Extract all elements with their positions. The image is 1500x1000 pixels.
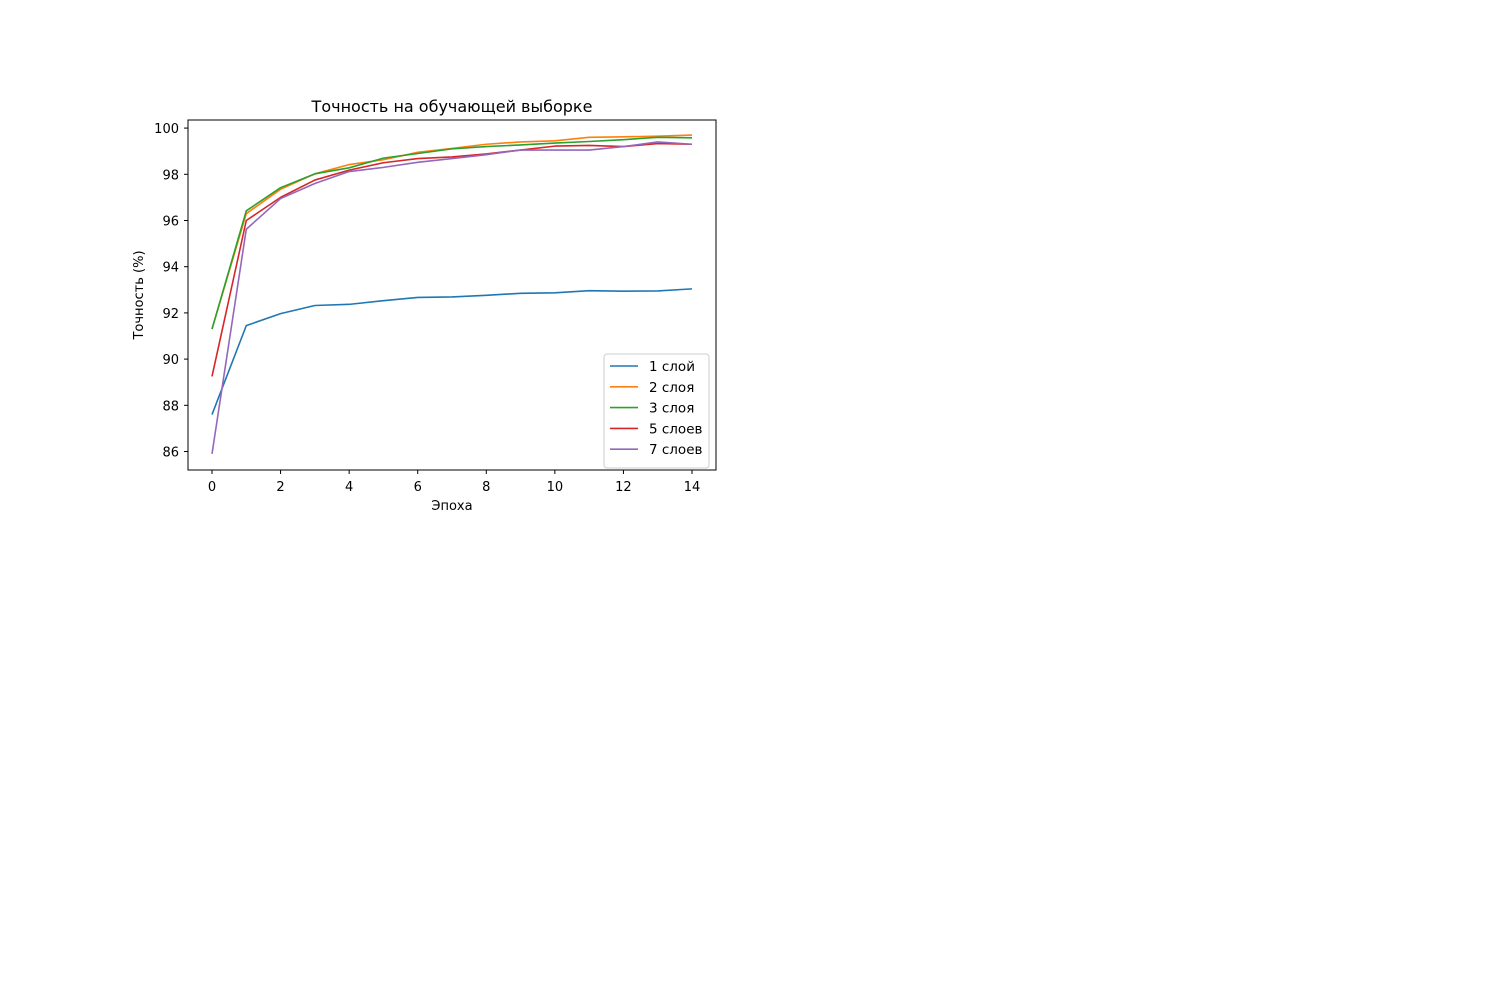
- legend-box: [603, 353, 710, 469]
- legend: 1 слой 2 слоя 3 слоя 5 слоев 7 слоев: [603, 353, 710, 469]
- legend-label: 1 слой: [649, 359, 695, 375]
- y-tick-label: 100: [154, 122, 179, 137]
- x-tick-label: 12: [615, 480, 632, 495]
- y-tick-label: 86: [162, 446, 179, 461]
- x-tick-label: 8: [482, 480, 490, 495]
- y-tick-label: 96: [162, 214, 179, 229]
- x-axis: 0 2 4 6 8 10 12 14: [208, 470, 700, 495]
- legend-item: 7 слоев: [610, 442, 702, 458]
- legend-item: 5 слоев: [610, 421, 702, 437]
- series-line-2: [211, 134, 693, 330]
- y-tick-label: 94: [162, 261, 179, 276]
- legend-label: 7 слоев: [649, 442, 702, 458]
- series-line-3: [211, 136, 693, 330]
- x-tick-label: 4: [345, 480, 353, 495]
- chart-title: Точность на обучающей выборке: [311, 97, 593, 116]
- plot-frame: [187, 119, 717, 471]
- legend-label: 3 слоя: [649, 401, 694, 417]
- y-axis: 86 88 90 92 94 96 98 100: [154, 122, 188, 461]
- y-tick-label: 98: [162, 168, 179, 183]
- series-line-1: [211, 288, 693, 415]
- y-axis-label: Точность (%): [132, 250, 147, 340]
- y-tick-label: 88: [162, 399, 179, 414]
- legend-label: 5 слоев: [649, 421, 702, 437]
- x-tick-label: 0: [208, 480, 216, 495]
- legend-item: 1 слой: [610, 359, 695, 375]
- x-tick-label: 2: [276, 480, 284, 495]
- series-lines: [211, 134, 693, 454]
- x-tick-label: 14: [684, 480, 701, 495]
- legend-label: 2 слоя: [649, 380, 694, 396]
- series-line-5: [211, 141, 693, 454]
- x-tick-label: 6: [414, 480, 422, 495]
- y-tick-label: 90: [162, 353, 179, 368]
- legend-item: 2 слоя: [610, 380, 694, 396]
- legend-item: 3 слоя: [610, 401, 694, 417]
- x-axis-label: Эпоха: [431, 499, 472, 514]
- series-line-4: [211, 142, 693, 377]
- x-tick-label: 10: [547, 480, 564, 495]
- y-tick-label: 92: [162, 307, 179, 322]
